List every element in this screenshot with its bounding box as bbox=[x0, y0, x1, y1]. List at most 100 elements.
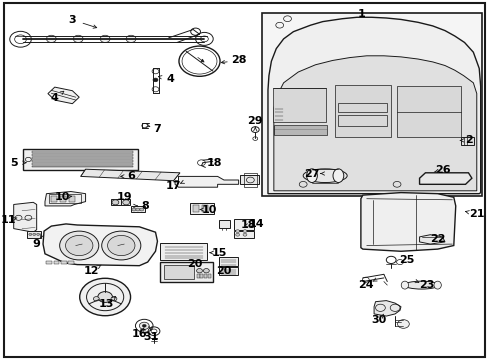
Circle shape bbox=[98, 292, 112, 302]
Text: 1: 1 bbox=[357, 9, 365, 19]
Polygon shape bbox=[43, 224, 157, 266]
Circle shape bbox=[235, 233, 239, 236]
Bar bbox=[334, 85, 390, 137]
Circle shape bbox=[112, 200, 119, 205]
Bar bbox=[69, 196, 75, 202]
Bar bbox=[204, 274, 207, 278]
Circle shape bbox=[139, 322, 149, 329]
Circle shape bbox=[235, 230, 239, 233]
Text: 4: 4 bbox=[51, 93, 59, 103]
Bar bbox=[202, 205, 207, 212]
Ellipse shape bbox=[433, 281, 441, 289]
Text: 28: 28 bbox=[230, 55, 246, 66]
Circle shape bbox=[235, 223, 239, 226]
Ellipse shape bbox=[306, 169, 317, 183]
Polygon shape bbox=[273, 56, 476, 191]
Bar bbox=[338, 103, 386, 112]
Bar bbox=[46, 261, 52, 264]
Text: 18: 18 bbox=[240, 220, 256, 230]
Bar bbox=[68, 261, 74, 264]
Bar bbox=[338, 115, 386, 126]
Circle shape bbox=[122, 200, 129, 205]
Polygon shape bbox=[45, 192, 85, 206]
Text: 22: 22 bbox=[429, 234, 445, 244]
Circle shape bbox=[397, 320, 408, 328]
Bar bbox=[160, 243, 206, 260]
Bar bbox=[196, 274, 199, 278]
Text: 13: 13 bbox=[99, 299, 114, 309]
Bar bbox=[110, 199, 121, 205]
Polygon shape bbox=[81, 169, 180, 181]
Polygon shape bbox=[419, 235, 444, 244]
Bar bbox=[27, 231, 41, 238]
Bar bbox=[51, 196, 57, 202]
Bar bbox=[219, 220, 229, 228]
Ellipse shape bbox=[303, 169, 346, 183]
Circle shape bbox=[73, 35, 83, 42]
Circle shape bbox=[107, 235, 135, 256]
Bar bbox=[32, 157, 132, 159]
Text: 19: 19 bbox=[117, 192, 132, 202]
Circle shape bbox=[111, 297, 117, 301]
Bar bbox=[460, 137, 473, 145]
Circle shape bbox=[80, 278, 130, 316]
Bar bbox=[200, 274, 203, 278]
Text: 18: 18 bbox=[206, 158, 222, 168]
Text: 6: 6 bbox=[127, 171, 135, 181]
Circle shape bbox=[153, 78, 158, 82]
Bar bbox=[261, 13, 481, 196]
Circle shape bbox=[100, 35, 110, 42]
Polygon shape bbox=[360, 193, 455, 251]
Bar bbox=[32, 166, 132, 167]
Circle shape bbox=[140, 208, 143, 211]
Text: 14: 14 bbox=[248, 219, 264, 229]
Text: 20: 20 bbox=[216, 266, 231, 276]
Text: 7: 7 bbox=[153, 124, 161, 134]
Bar bbox=[60, 196, 66, 202]
Text: 2: 2 bbox=[465, 135, 472, 145]
Bar bbox=[54, 261, 59, 264]
Text: 27: 27 bbox=[304, 168, 319, 179]
Polygon shape bbox=[373, 301, 400, 316]
Text: 10: 10 bbox=[201, 204, 217, 215]
Text: 3: 3 bbox=[68, 15, 76, 25]
Bar bbox=[61, 261, 66, 264]
Text: 4: 4 bbox=[166, 74, 174, 84]
Text: 17: 17 bbox=[165, 181, 181, 192]
Circle shape bbox=[33, 233, 36, 235]
Text: 8: 8 bbox=[142, 201, 149, 211]
Bar bbox=[233, 221, 250, 228]
Bar bbox=[243, 173, 257, 187]
Text: 30: 30 bbox=[370, 315, 386, 325]
Circle shape bbox=[243, 230, 246, 233]
Bar bbox=[163, 265, 194, 279]
Polygon shape bbox=[419, 173, 471, 184]
Circle shape bbox=[243, 233, 246, 236]
Polygon shape bbox=[267, 17, 480, 194]
Text: 10: 10 bbox=[55, 192, 70, 202]
Bar bbox=[32, 151, 132, 153]
Bar bbox=[189, 203, 214, 214]
Circle shape bbox=[241, 223, 245, 226]
Bar bbox=[121, 199, 130, 205]
Text: 16: 16 bbox=[131, 329, 147, 339]
Bar bbox=[32, 160, 132, 162]
Text: 9: 9 bbox=[33, 239, 41, 249]
Circle shape bbox=[132, 208, 136, 211]
Bar bbox=[273, 125, 326, 135]
Ellipse shape bbox=[332, 169, 343, 183]
Text: 21: 21 bbox=[468, 209, 484, 219]
Bar bbox=[160, 262, 213, 282]
Bar bbox=[219, 267, 237, 275]
Circle shape bbox=[136, 208, 140, 211]
Polygon shape bbox=[175, 176, 238, 187]
Bar bbox=[32, 163, 132, 165]
Text: 23: 23 bbox=[418, 280, 433, 290]
Text: 5: 5 bbox=[10, 158, 18, 168]
Bar bbox=[32, 154, 132, 156]
Text: 25: 25 bbox=[398, 255, 414, 265]
Polygon shape bbox=[14, 202, 37, 232]
Bar bbox=[23, 149, 138, 170]
Text: 12: 12 bbox=[84, 266, 100, 276]
Bar bbox=[208, 274, 211, 278]
